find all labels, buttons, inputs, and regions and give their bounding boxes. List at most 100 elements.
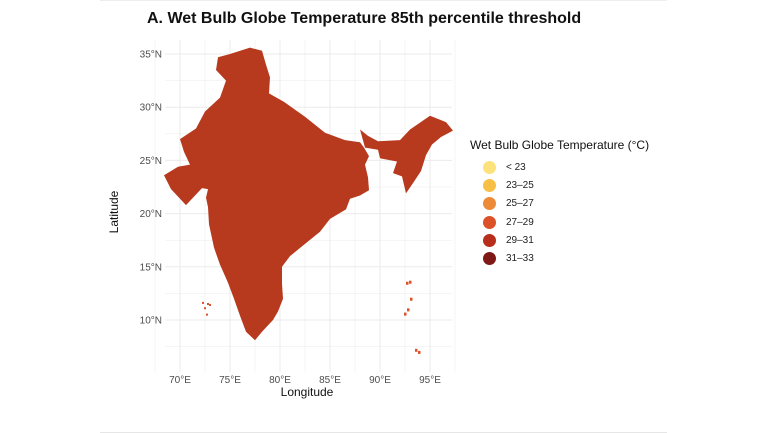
speckle (373, 52, 375, 54)
y-tick-label: 15°N (140, 262, 162, 273)
speckle (165, 111, 167, 113)
speckle (310, 64, 312, 66)
speckle (308, 44, 310, 46)
speckle (186, 327, 188, 329)
speckle (433, 296, 435, 298)
speckle (295, 303, 297, 305)
x-tick-label: 80°E (269, 375, 291, 386)
speckle (439, 210, 441, 212)
speckle (187, 225, 189, 227)
speckle (447, 205, 449, 207)
speckle (348, 132, 350, 134)
speckle (363, 77, 365, 79)
speckle (418, 278, 420, 280)
speckle (359, 272, 361, 274)
speckle (170, 151, 172, 153)
speckle (376, 340, 378, 342)
speckle (372, 309, 374, 311)
speckle (167, 101, 169, 103)
speckle (386, 323, 388, 325)
speckle (302, 110, 304, 112)
speckle (443, 58, 445, 60)
speckle (436, 324, 438, 326)
speckle (190, 221, 192, 223)
speckle (416, 307, 418, 309)
speckle (385, 337, 387, 339)
speckle (427, 291, 429, 293)
speckle (206, 297, 208, 299)
legend-label: 23–25 (506, 179, 534, 191)
speckle (449, 178, 451, 180)
speckle (383, 284, 385, 286)
legend-swatch (483, 197, 496, 211)
speckle (316, 94, 318, 96)
speckle (404, 77, 406, 79)
speckle (331, 111, 333, 113)
speckle (398, 313, 400, 315)
speckle (289, 276, 291, 278)
speckle (182, 279, 184, 281)
speckle (212, 288, 214, 290)
speckle (407, 67, 409, 69)
speckle (395, 204, 397, 206)
speckle (337, 329, 339, 331)
speckle (173, 322, 175, 324)
speckle (391, 240, 393, 242)
speckle (315, 320, 317, 322)
speckle (293, 65, 295, 67)
speckle (189, 249, 191, 251)
speckle (349, 55, 351, 57)
speckle (334, 232, 336, 234)
speckle (274, 44, 276, 46)
speckle (302, 322, 304, 324)
speckle (242, 341, 244, 343)
speckle (413, 278, 415, 280)
speckle (202, 243, 204, 245)
speckle (425, 86, 427, 88)
speckle (316, 313, 318, 315)
legend-swatch (483, 252, 496, 266)
speckle (358, 131, 360, 133)
speckle (358, 241, 360, 243)
speckle (293, 288, 295, 290)
speckle (399, 216, 401, 218)
speckle (446, 338, 448, 340)
speckle (375, 263, 377, 265)
speckle (201, 234, 203, 236)
speckle (164, 211, 166, 213)
speckle (359, 332, 361, 334)
speckle (181, 210, 183, 212)
speckle (422, 298, 424, 300)
speckle (306, 115, 308, 117)
speckle (368, 205, 370, 207)
speckle (420, 100, 422, 102)
speckle (377, 196, 379, 198)
speckle (347, 125, 349, 127)
speckle (435, 334, 437, 336)
speckle (413, 260, 415, 262)
speckle (450, 169, 452, 171)
speckle (161, 204, 163, 206)
speckle (440, 340, 442, 342)
speckle (347, 59, 349, 61)
speckle (275, 94, 277, 96)
speckle (377, 279, 379, 281)
speckle (160, 248, 162, 250)
speckle (346, 243, 348, 245)
speckle (392, 179, 394, 181)
speckle (386, 246, 388, 248)
y-tick-label: 10°N (140, 316, 162, 327)
speckle (447, 296, 449, 298)
speckle (298, 102, 300, 104)
speckle (189, 81, 191, 83)
speckle (184, 69, 186, 71)
speckle (167, 105, 169, 107)
speckle (197, 334, 199, 336)
island (404, 312, 407, 316)
speckle (318, 234, 320, 236)
speckle (321, 57, 323, 59)
speckle (214, 86, 216, 88)
speckle (395, 119, 397, 121)
speckle (263, 341, 265, 343)
speckle (218, 297, 220, 299)
